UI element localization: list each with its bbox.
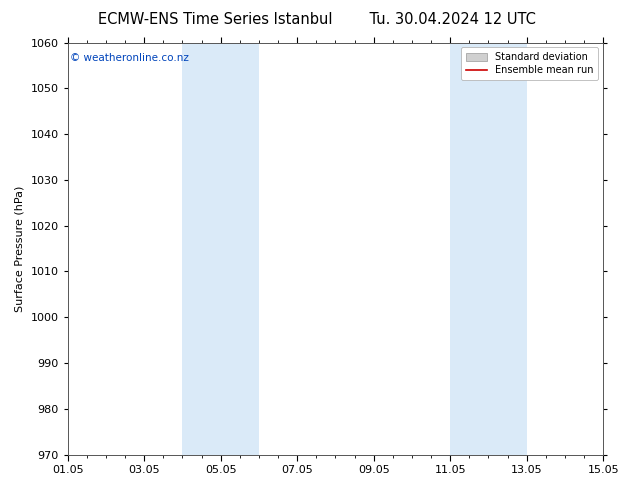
Legend: Standard deviation, Ensemble mean run: Standard deviation, Ensemble mean run	[461, 48, 598, 80]
Bar	[450, 43, 527, 455]
Text: ECMW-ENS Time Series Istanbul        Tu. 30.04.2024 12 UTC: ECMW-ENS Time Series Istanbul Tu. 30.04.…	[98, 12, 536, 27]
Text: © weatheronline.co.nz: © weatheronline.co.nz	[70, 53, 190, 63]
Y-axis label: Surface Pressure (hPa): Surface Pressure (hPa)	[15, 185, 25, 312]
Bar	[183, 43, 259, 455]
